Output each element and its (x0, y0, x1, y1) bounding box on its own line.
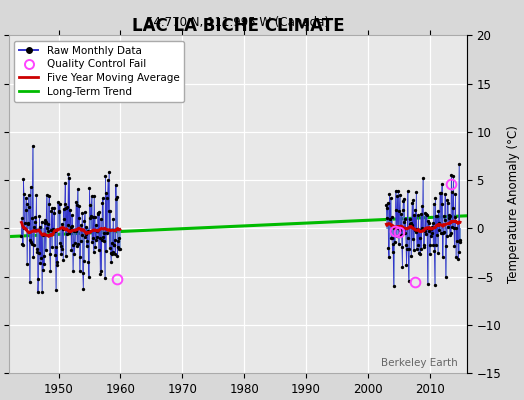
Text: 54.770 N, 111.995 W (Canada): 54.770 N, 111.995 W (Canada) (146, 16, 330, 28)
Y-axis label: Temperature Anomaly (°C): Temperature Anomaly (°C) (507, 125, 520, 283)
Legend: Raw Monthly Data, Quality Control Fail, Five Year Moving Average, Long-Term Tren: Raw Monthly Data, Quality Control Fail, … (14, 40, 184, 102)
Text: Berkeley Earth: Berkeley Earth (381, 358, 457, 368)
Title: LAC LA BICHE CLIMATE: LAC LA BICHE CLIMATE (132, 17, 344, 35)
